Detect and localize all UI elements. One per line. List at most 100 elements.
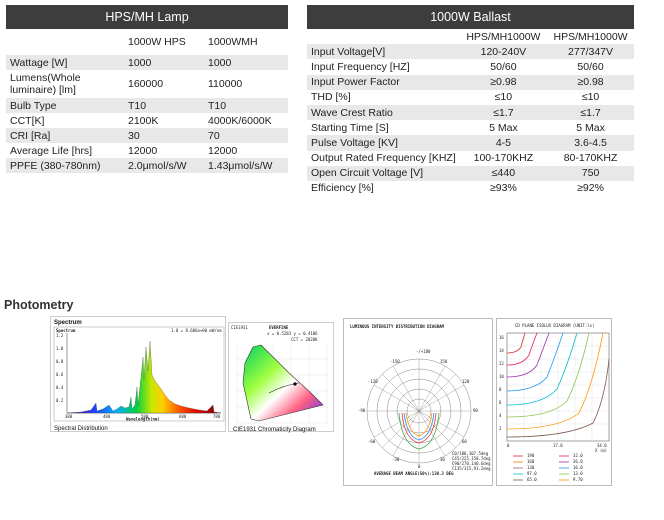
hps-row-label: PPFE (380-780nm) <box>6 158 124 173</box>
isolux-legend-value: 9.70 <box>573 477 583 482</box>
polar-footer: AVERAGE BEAM ANGLE(50%):130.3 DEG <box>374 471 454 476</box>
hps-row-value: 160000 <box>124 70 204 98</box>
ballast-row-label: Efficiency [%] <box>307 180 460 197</box>
isolux-y-tick: 16 <box>499 335 504 340</box>
spectrum-y-tick: 0.6 <box>56 372 64 377</box>
ballast-row-value: 50/60 <box>547 59 634 75</box>
isolux-legend-value: 32.0 <box>573 453 583 458</box>
hps-row-value: 1000 <box>204 55 288 70</box>
hps-row-value: 2.0μmol/s/W <box>124 158 204 173</box>
spectrum-y-tick: 0.8 <box>56 359 64 364</box>
polar-angle-label: 150 <box>440 359 448 364</box>
spectrum-curve <box>66 340 222 414</box>
hps-header-blank <box>6 29 124 55</box>
ballast-row-value: ≥0.98 <box>547 74 634 90</box>
ballast-row-value: 4-5 <box>459 135 548 151</box>
ballast-row-value: 277/347V <box>547 44 634 60</box>
spectrum-inner-title: Spectrum <box>56 328 76 333</box>
ballast-header-blank <box>307 29 460 45</box>
polar-top-label: -/+180 <box>416 349 431 354</box>
polar-curve-c45 <box>398 412 440 450</box>
hps-row-label: Wattage [W] <box>6 55 124 70</box>
spectrum-chart: Spectrum Spectrum 1.0 = 8.686e+00 mW/nm … <box>53 320 225 432</box>
hps-row-value: 70 <box>204 128 288 143</box>
ballast-row-value: ≤1.7 <box>459 104 548 121</box>
spectrum-x-tick: 380 <box>65 414 73 419</box>
isolux-y-tick: 10 <box>499 374 504 379</box>
ballast-table-title: 1000W Ballast <box>307 5 634 29</box>
ballast-row-value: ≤1.7 <box>547 104 634 121</box>
ballast-row-value: 5 Max <box>547 120 634 136</box>
ballast-row-value: 100-170KHZ <box>459 150 548 166</box>
ballast-row-value: ≤440 <box>459 165 548 181</box>
hps-row-label: CRI [Ra] <box>6 128 124 143</box>
polar-angle-label: -30 <box>392 457 400 462</box>
hps-row-value: 12000 <box>204 143 288 158</box>
cie-horseshoe <box>242 344 324 422</box>
hps-header-col1: 1000W HPS <box>124 29 204 55</box>
spectrum-caption: Spectral Distribution <box>54 426 108 432</box>
cie-cct: CCT = 2020K <box>291 337 318 342</box>
ballast-row-value: ≤10 <box>547 89 634 105</box>
spectrum-heading: Spectrum <box>54 320 82 326</box>
ballast-row-value: 120-240V <box>459 44 548 60</box>
hps-row-label: CCT[K] <box>6 113 124 128</box>
hps-row-value: 30 <box>124 128 204 143</box>
isolux-legend-value: 130 <box>527 465 535 470</box>
isolux-x-tick: 0 <box>507 443 510 448</box>
polar-curve-c0 <box>401 412 437 444</box>
ballast-row-label: Wave Crest Ratio <box>307 104 460 121</box>
isolux-x-tick: 17.0 <box>553 443 563 448</box>
polar-legend-entry: C0/180,107.5deg <box>452 451 489 456</box>
isolux-diagram: CD PLANE ISOLUX DIAGRAM (UNIT:lx) 16 14 … <box>499 323 610 482</box>
isolux-legend-value: 190 <box>527 453 535 458</box>
spectrum-y-tick: 1.0 <box>56 346 64 351</box>
isolux-contours <box>506 332 610 438</box>
isolux-legend: 190 32.0 160 26.0 130 16.0 97.0 13.0 65.… <box>513 453 583 482</box>
ballast-row-label: Starting Time [S] <box>307 120 460 136</box>
hps-row-value: 110000 <box>204 70 288 98</box>
ballast-row-label: Input Frequency [HZ] <box>307 59 460 75</box>
ballast-row-label: THD [%] <box>307 89 460 105</box>
isolux-legend-value: 13.0 <box>573 471 583 476</box>
ballast-row-value: ≥0.98 <box>459 74 548 90</box>
hps-row-value: 2100K <box>124 113 204 128</box>
spectrum-y-tick: 0.4 <box>56 385 64 390</box>
isolux-y-tick: 8 <box>499 387 502 392</box>
isolux-y-tick: 12 <box>499 361 504 366</box>
ballast-row-value: 3.6-4.5 <box>547 135 634 151</box>
polar-angle-label: -60 <box>368 439 376 444</box>
ballast-row-label: Open Circuit Voltage [V] <box>307 165 460 181</box>
cie-caption: CIE1931 Chromaticity Diagram <box>233 427 316 433</box>
cie-planckian-locus <box>268 382 300 394</box>
ballast-row-value: 5 Max <box>459 120 548 136</box>
hps-row-label: Average Life [hrs] <box>6 143 124 158</box>
ballast-row-value: 50/60 <box>459 59 548 75</box>
cie-panel: CIE1931 EVERFINE x = 0.5283 y = 0.4186 C… <box>228 322 334 433</box>
ballast-row-label: Input Power Factor <box>307 74 460 90</box>
polar-intensity-panel: LUMINOUS INTENSITY DISTRIBUTION DIAGRAM … <box>343 318 493 486</box>
ballast-row-label: Pulse Voltage [KV] <box>307 135 460 151</box>
ballast-table: 1000W Ballast HPS/MH1000W HPS/MH1000W In… <box>307 5 634 197</box>
polar-angle-label: 0 <box>418 464 421 469</box>
spectrum-x-label: Wavelength(nm) <box>126 417 160 422</box>
spectrum-panel: Spectrum Spectrum 1.0 = 8.686e+00 mW/nm … <box>50 316 226 432</box>
polar-legend-entry: C135/315,93.2deg <box>452 466 491 471</box>
spectrum-x-tick: 480 <box>103 414 111 419</box>
isolux-legend-value: 160 <box>527 459 535 464</box>
spectrum-y-tick: 1.2 <box>56 333 64 338</box>
hps-row-label: Lumens(Whole luminaire) [lm] <box>6 70 124 98</box>
isolux-legend-value: 97.0 <box>527 471 537 476</box>
isolux-legend-value: 26.0 <box>573 459 583 464</box>
isolux-panel: CD PLANE ISOLUX DIAGRAM (UNIT:lx) 16 14 … <box>496 318 612 486</box>
spectrum-readout: 1.0 = 8.686e+00 mW/nm <box>171 328 222 333</box>
ballast-header-col2: HPS/MH1000W <box>547 29 634 45</box>
cie-point-marker <box>293 382 297 386</box>
isolux-x-tick: 34.0 <box>597 443 607 448</box>
polar-curve-c135 <box>405 412 433 437</box>
isolux-y-tick: 4 <box>499 413 502 418</box>
ballast-row-value: 80-170KHZ <box>547 150 634 166</box>
isolux-y-tick: 14 <box>499 348 504 353</box>
hps-row-value: 1000 <box>124 55 204 70</box>
photometry-heading: Photometry <box>4 298 74 312</box>
